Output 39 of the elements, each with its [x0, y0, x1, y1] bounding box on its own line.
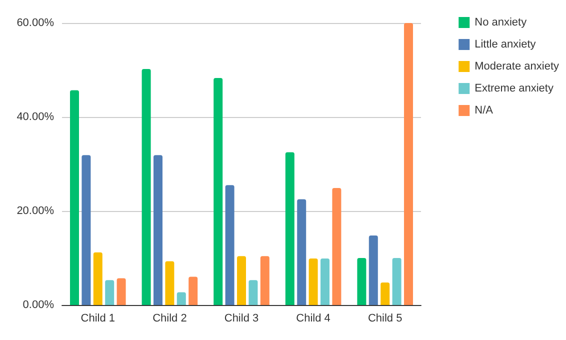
- legend-label: Moderate anxiety: [474, 60, 560, 72]
- bar: [188, 276, 198, 305]
- bar: [93, 252, 102, 305]
- legend-label: N/A: [474, 104, 494, 116]
- bar: [82, 155, 91, 305]
- y-tick-label: 0.00%: [22, 299, 54, 311]
- bar: [165, 261, 174, 305]
- bar: [154, 155, 162, 305]
- x-tick-label: Child 3: [224, 312, 259, 324]
- bar: [116, 278, 126, 305]
- y-tick-label: 60.00%: [16, 17, 54, 29]
- bar: [142, 69, 151, 305]
- bar: [225, 185, 234, 305]
- bar: [392, 258, 402, 305]
- bar: [285, 152, 294, 305]
- x-tick-label: Child 1: [80, 312, 116, 324]
- x-tick-label: Child 4: [296, 312, 330, 324]
- y-tick-label: 40.00%: [16, 111, 54, 123]
- bar: [237, 256, 246, 305]
- bar: [308, 258, 318, 305]
- bar: [248, 280, 258, 305]
- x-tick-label: Child 5: [368, 312, 402, 324]
- legend-label: No anxiety: [474, 16, 528, 28]
- bar: [260, 256, 270, 305]
- bar: [357, 258, 366, 305]
- bar: [320, 258, 330, 305]
- legend-label: Extreme anxiety: [474, 82, 554, 94]
- bar: [380, 282, 390, 305]
- bar: [176, 292, 186, 305]
- bar: [214, 78, 223, 305]
- bar: [105, 280, 114, 305]
- legend-label: Little anxiety: [474, 38, 536, 50]
- bar: [332, 188, 342, 305]
- x-tick-label: Child 2: [152, 312, 187, 324]
- bar: [404, 23, 413, 305]
- bar: [368, 235, 378, 305]
- bar: [297, 199, 306, 305]
- bar: [70, 90, 79, 305]
- y-tick-label: 20.00%: [16, 205, 54, 217]
